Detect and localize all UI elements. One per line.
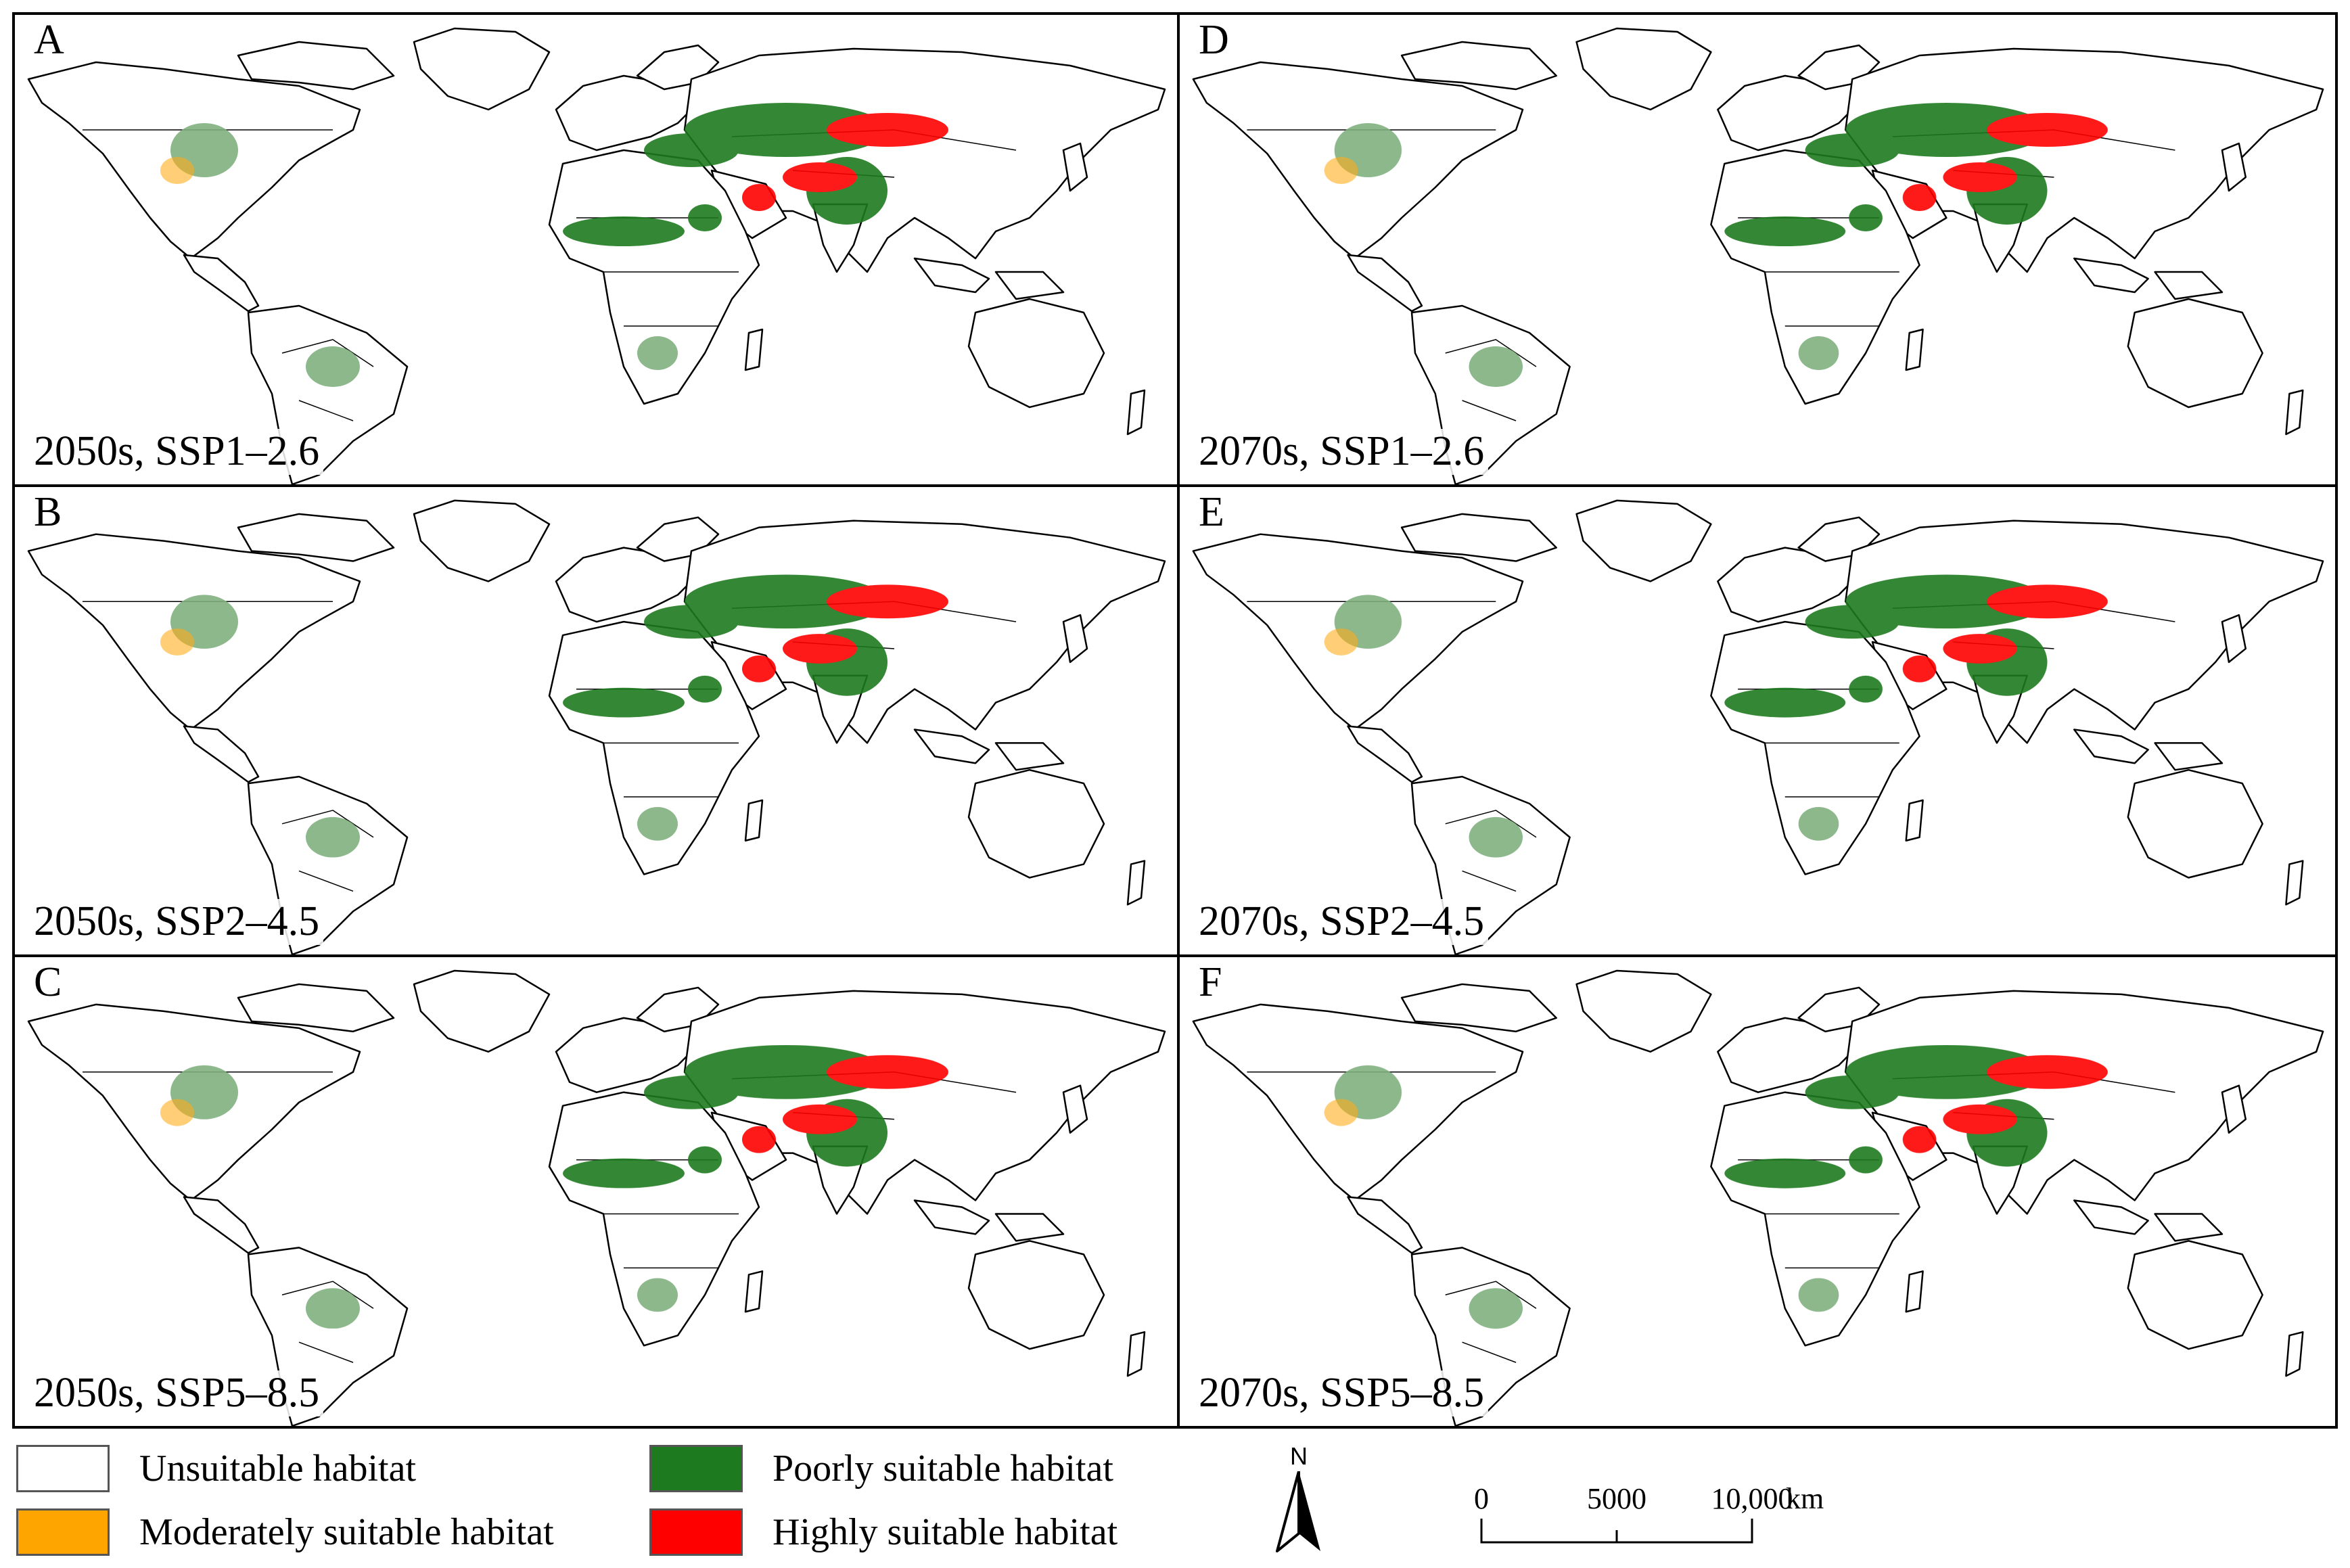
legend-item-unsuitable: Unsuitable habitat xyxy=(16,1445,416,1492)
legend-label: Unsuitable habitat xyxy=(139,1448,417,1490)
panel-letter: D xyxy=(1199,17,1229,63)
panel-divider-vertical xyxy=(1177,15,1180,1426)
legend-item-moderately: Moderately suitable habitat xyxy=(16,1508,554,1556)
map-panel-d: D 2070s, SSP1–2.6 xyxy=(1180,15,2335,484)
world-map xyxy=(1180,487,2335,954)
scale-tick-label: 10,000 xyxy=(1711,1482,1793,1515)
legend-label: Poorly suitable habitat xyxy=(773,1448,1113,1490)
world-map xyxy=(15,15,1177,484)
map-grid: A 2050s, SSP1–2.6 D 2070s, SSP1–2.6 B 20… xyxy=(12,12,2338,1429)
panel-letter: C xyxy=(34,959,62,1005)
panel-divider-horizontal xyxy=(15,954,2335,957)
scale-bar-line xyxy=(1480,1519,1753,1544)
panel-letter: B xyxy=(34,489,62,535)
map-panel-f: F 2070s, SSP5–8.5 xyxy=(1180,957,2335,1426)
map-panel-b: B 2050s, SSP2–4.5 xyxy=(15,487,1177,954)
scale-tick-label: 5000 xyxy=(1587,1482,1646,1515)
north-arrow-icon xyxy=(1276,1471,1320,1552)
panel-caption: 2050s, SSP1–2.6 xyxy=(34,429,324,475)
panel-letter: E xyxy=(1199,489,1224,535)
panel-caption: 2050s, SSP5–8.5 xyxy=(34,1370,324,1416)
scale-tick-label: 0 xyxy=(1474,1482,1489,1515)
legend-swatch xyxy=(649,1445,743,1492)
panel-caption: 2070s, SSP1–2.6 xyxy=(1199,429,1489,475)
panel-caption: 2070s, SSP2–4.5 xyxy=(1199,899,1489,945)
north-label: N xyxy=(1290,1442,1308,1470)
panel-caption: 2070s, SSP5–8.5 xyxy=(1199,1370,1489,1416)
map-panel-a: A 2050s, SSP1–2.6 xyxy=(15,15,1177,484)
panel-letter: F xyxy=(1199,959,1222,1005)
legend-swatch xyxy=(16,1445,110,1492)
panel-caption: 2050s, SSP2–4.5 xyxy=(34,899,324,945)
legend-swatch xyxy=(16,1508,110,1556)
world-map xyxy=(15,957,1177,1426)
map-panel-c: C 2050s, SSP5–8.5 xyxy=(15,957,1177,1426)
scale-bar: 0 5000 10,000 km xyxy=(1454,1481,1824,1556)
legend: Unsuitable habitat Moderately suitable h… xyxy=(0,1429,2350,1568)
scale-unit-label: km xyxy=(1786,1482,1824,1515)
legend-item-highly: Highly suitable habitat xyxy=(649,1508,1118,1556)
north-arrow: N xyxy=(1272,1444,1326,1552)
world-map xyxy=(1180,957,2335,1426)
world-map xyxy=(15,487,1177,954)
world-map xyxy=(1180,15,2335,484)
map-panel-e: E 2070s, SSP2–4.5 xyxy=(1180,487,2335,954)
panel-divider-horizontal xyxy=(15,484,2335,487)
legend-label: Highly suitable habitat xyxy=(773,1511,1118,1553)
panel-letter: A xyxy=(34,17,64,63)
legend-swatch xyxy=(649,1508,743,1556)
legend-item-poorly: Poorly suitable habitat xyxy=(649,1445,1113,1492)
legend-label: Moderately suitable habitat xyxy=(139,1511,554,1553)
